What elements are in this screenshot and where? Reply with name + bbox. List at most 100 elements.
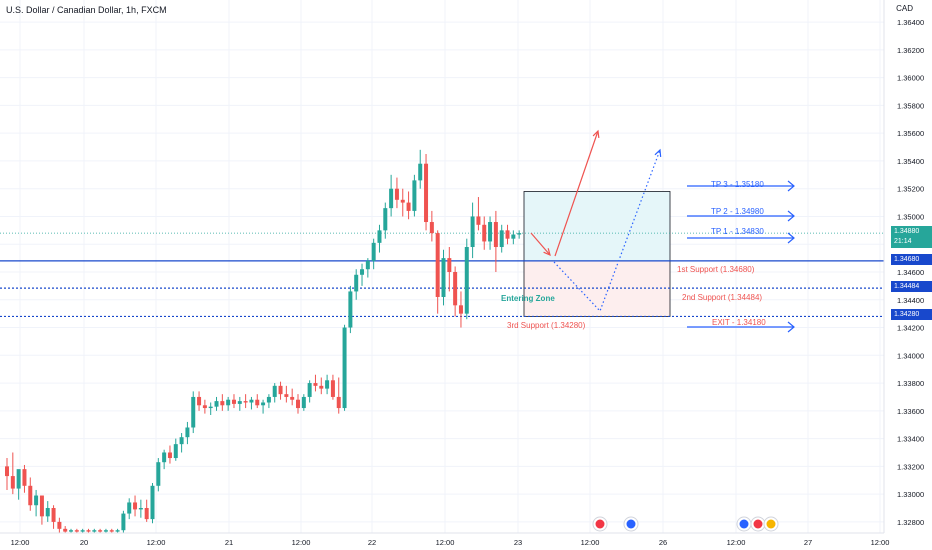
candle-body (301, 396, 306, 409)
candle (488, 216, 493, 250)
candle-body (383, 208, 388, 231)
candle-body (290, 396, 295, 400)
candle (255, 394, 260, 409)
time-axis[interactable]: 12:00 20 12:00 21 12:00 22 12:00 23 12:00 26 12:00… (0, 532, 890, 547)
time-tick-label: 12:00 (436, 538, 455, 547)
candle-body (144, 508, 149, 520)
candle (86, 528, 91, 533)
event-flag-fill (766, 519, 776, 529)
event-flag-icon[interactable] (736, 516, 752, 532)
candle (231, 394, 236, 409)
candle (202, 399, 207, 414)
candle (389, 174, 394, 217)
candle (336, 377, 341, 414)
price-tick-label: 1.34400 (897, 296, 924, 305)
candle (214, 396, 219, 411)
candle (150, 483, 155, 524)
candle-body (360, 269, 365, 275)
candle-body (57, 521, 62, 529)
candle-body (336, 396, 341, 409)
candle (453, 266, 458, 317)
candle (377, 224, 382, 253)
candle (482, 216, 487, 250)
event-flag-fill (753, 519, 763, 529)
candle-body (202, 405, 207, 409)
time-tick-label: 12:00 (727, 538, 746, 547)
candle (237, 396, 242, 411)
candle (470, 202, 475, 259)
candle (383, 202, 388, 239)
candle (284, 385, 289, 403)
candle-body (226, 399, 231, 406)
bullish-arrow-head (592, 129, 600, 139)
candle (16, 469, 21, 500)
candle-body (505, 230, 510, 239)
candle (45, 501, 50, 522)
candle-body (138, 508, 143, 510)
tp1-arrow-head (787, 232, 795, 244)
candle (185, 421, 190, 445)
tp3-arrow-head (787, 180, 795, 192)
candle (127, 498, 132, 520)
event-flag-icon[interactable] (623, 516, 639, 532)
candle-body (429, 222, 434, 234)
candle-body (243, 401, 248, 403)
candle (167, 445, 172, 464)
event-flag-fill (595, 519, 605, 529)
candle-body (424, 163, 429, 223)
price-tick-label: 1.33800 (897, 379, 924, 388)
event-flag-icon[interactable] (750, 516, 766, 532)
candle-body (167, 452, 172, 459)
event-flag-icon[interactable] (592, 516, 608, 532)
time-tick-label: 12:00 (292, 538, 311, 547)
candle-body (220, 401, 225, 406)
candle (371, 238, 376, 270)
candle (325, 374, 330, 395)
candle (5, 458, 9, 490)
candle (342, 324, 347, 411)
candle-body (296, 399, 300, 409)
price-tick-label: 1.33200 (897, 462, 924, 471)
time-tick-label: 12:00 (11, 538, 30, 547)
candle (441, 249, 446, 306)
candle-body (179, 437, 184, 445)
time-tick-label: 21 (225, 538, 233, 547)
current-price-value: 1.34880 (894, 228, 920, 235)
support3-label: 3rd Support (1.34280) (507, 321, 586, 330)
candle-body (319, 385, 324, 389)
candle-body (10, 476, 15, 489)
candle-body (28, 485, 33, 506)
candle-body (400, 199, 405, 203)
candle-body (115, 530, 120, 532)
candle-body (482, 224, 487, 242)
candle-body (412, 180, 417, 211)
candle-body (231, 399, 236, 404)
exit-label: EXIT - 1.34180 (712, 318, 766, 327)
candle (447, 247, 452, 292)
candle-body (173, 444, 178, 459)
candle (191, 391, 196, 434)
time-tick-label: 26 (659, 538, 667, 547)
time-tick-label: 20 (80, 538, 88, 547)
candle-body (365, 260, 370, 270)
price-tick-label: 1.35000 (897, 212, 924, 221)
candle-body (197, 396, 202, 406)
price-tick-label: 1.32800 (897, 518, 924, 527)
event-flag-icon[interactable] (763, 516, 779, 532)
time-tick-label: 12:00 (147, 538, 166, 547)
candle (162, 449, 167, 470)
time-tick-label: 12:00 (871, 538, 890, 547)
candle-body (470, 216, 475, 248)
time-tick-label: 12:00 (581, 538, 600, 547)
candle (103, 528, 108, 533)
candle (243, 394, 248, 409)
candle-body (121, 513, 126, 531)
candle (115, 528, 120, 533)
candle (10, 452, 15, 495)
candle (63, 526, 68, 533)
price-axis[interactable]: 1.36400 1.36200 1.36000 1.35800 1.35600 1.354… (883, 0, 924, 533)
candle (80, 528, 85, 533)
candle (511, 230, 516, 245)
